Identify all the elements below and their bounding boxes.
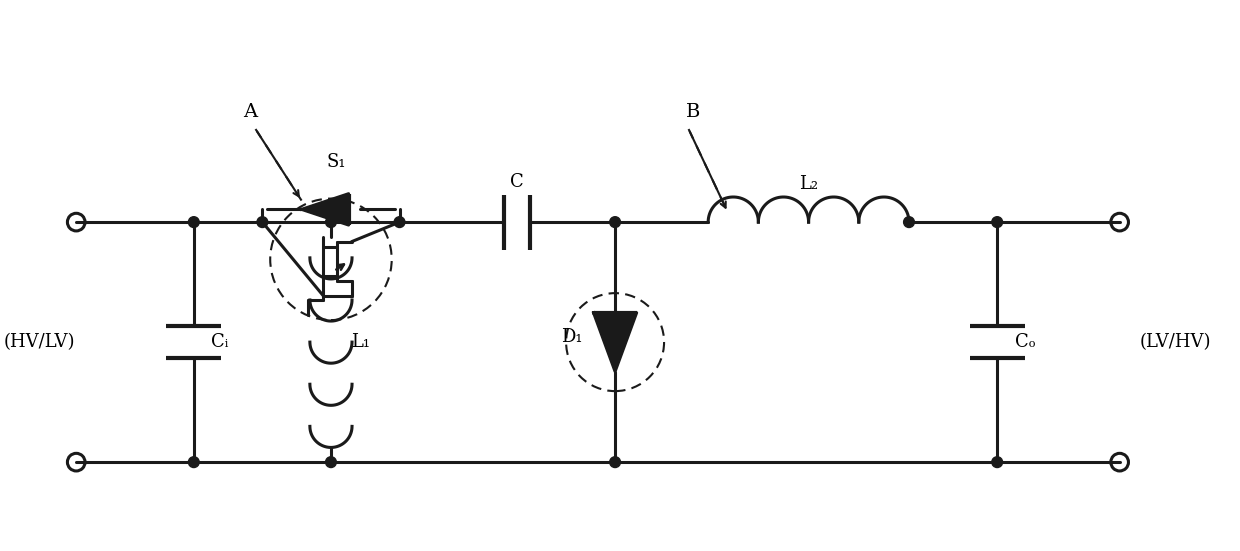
Text: A: A [243, 103, 258, 121]
Text: B: B [686, 103, 701, 121]
Text: Cᵢ: Cᵢ [212, 333, 229, 351]
Circle shape [610, 457, 620, 468]
Text: C: C [510, 173, 525, 191]
Text: Cₒ: Cₒ [1014, 333, 1035, 351]
Circle shape [326, 457, 336, 468]
Circle shape [610, 217, 620, 228]
Circle shape [188, 457, 200, 468]
Circle shape [394, 217, 405, 228]
Circle shape [992, 457, 1003, 468]
Circle shape [904, 217, 914, 228]
Text: D₁: D₁ [562, 328, 583, 346]
Text: L₁: L₁ [351, 333, 370, 351]
Text: L₂: L₂ [799, 175, 818, 193]
Circle shape [326, 217, 336, 228]
Circle shape [257, 217, 268, 228]
Text: (LV/HV): (LV/HV) [1140, 333, 1210, 351]
Polygon shape [594, 313, 636, 371]
Polygon shape [301, 194, 348, 225]
Text: (HV/LV): (HV/LV) [4, 333, 74, 351]
Circle shape [992, 217, 1003, 228]
Circle shape [188, 217, 200, 228]
Text: S₁: S₁ [326, 153, 346, 171]
